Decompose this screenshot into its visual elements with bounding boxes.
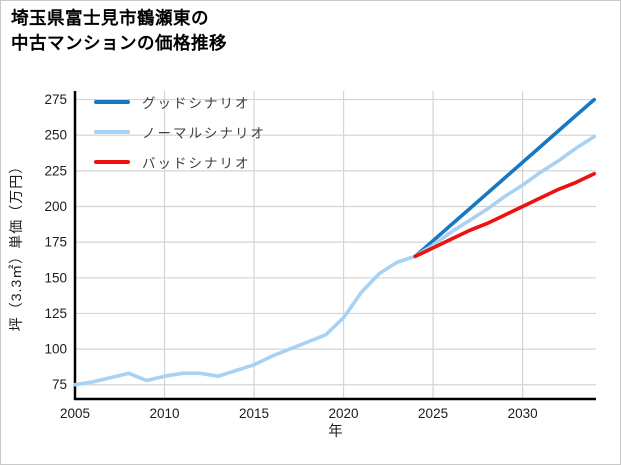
bad-scenario-line-swatch — [94, 160, 130, 164]
good-scenario-line-swatch — [94, 100, 130, 104]
y-tick-label: 150 — [44, 270, 67, 285]
x-tick-label: 2010 — [149, 406, 179, 421]
y-tick-label: 175 — [44, 235, 67, 250]
y-tick-label: 75 — [52, 377, 67, 392]
y-tick-label: 125 — [44, 306, 67, 321]
y-tick-label: 200 — [44, 199, 67, 214]
y-tick-label: 100 — [44, 342, 67, 357]
x-tick-label: 2030 — [508, 406, 538, 421]
legend-item-good-scenario: グッドシナリオ — [94, 91, 266, 113]
chart-legend: グッドシナリオ ノーマルシナリオ バッドシナリオ — [94, 91, 266, 181]
x-axis-title: 年 — [328, 423, 343, 440]
legend-item-bad-scenario: バッドシナリオ — [94, 151, 266, 173]
x-tick-label: 2005 — [60, 406, 90, 421]
y-tick-label: 250 — [44, 128, 67, 143]
legend-label: グッドシナリオ — [142, 96, 251, 111]
legend-label: バッドシナリオ — [142, 156, 251, 171]
x-tick-label: 2020 — [329, 406, 359, 421]
y-tick-label: 225 — [44, 163, 67, 178]
good-scenario-line — [413, 97, 597, 259]
chart-title-line2: 中古マンションの価格推移 — [11, 33, 227, 54]
y-tick-label: 275 — [44, 92, 67, 107]
normal-scenario-line — [413, 134, 597, 259]
y-axis-title: 坪（3.3㎡）単価（万円） — [8, 159, 24, 331]
x-tick-label: 2025 — [418, 406, 448, 421]
chart-title-line1: 埼玉県富士見市鶴瀬東の — [11, 8, 209, 28]
chart-title: 埼玉県富士見市鶴瀬東の 中古マンションの価格推移 — [11, 6, 227, 57]
bad-scenario-line — [413, 171, 597, 259]
legend-item-normal-scenario: ノーマルシナリオ — [94, 121, 266, 143]
legend-label: ノーマルシナリオ — [142, 126, 266, 141]
normal-scenario-line-swatch — [94, 130, 130, 134]
historical-price-line — [73, 254, 418, 387]
x-tick-label: 2015 — [239, 406, 269, 421]
